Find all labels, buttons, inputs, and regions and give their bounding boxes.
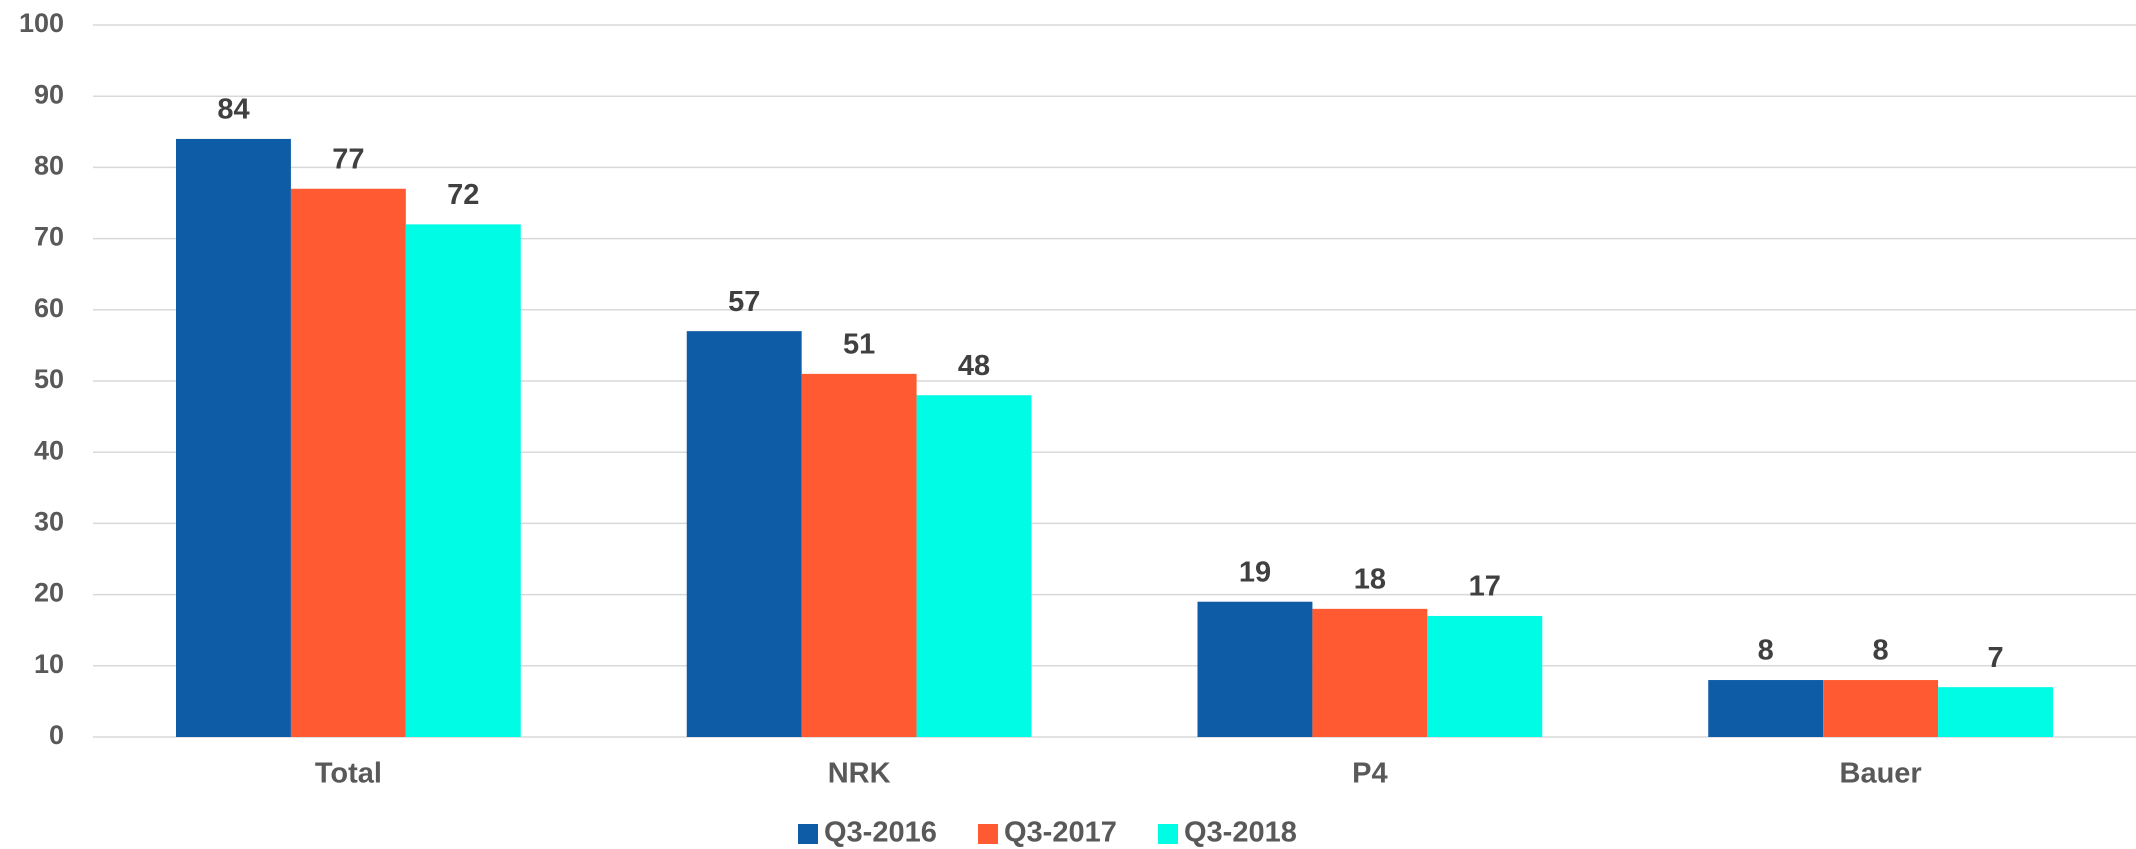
- data-label: 57: [728, 286, 760, 318]
- data-label: 8: [1873, 635, 1889, 667]
- data-label: 77: [332, 143, 364, 175]
- data-label: 7: [1987, 642, 2003, 674]
- bar: [1427, 615, 1543, 737]
- legend-label: Q3-2017: [1004, 817, 1117, 849]
- legend-label: Q3-2018: [1184, 817, 1297, 849]
- y-tick-label: 70: [34, 222, 64, 252]
- y-tick-label: 30: [34, 507, 64, 537]
- bar: [175, 138, 291, 738]
- y-tick-label: 10: [34, 649, 64, 679]
- x-tick-label: P4: [1352, 758, 1387, 790]
- legend-swatch: [1158, 824, 1178, 844]
- y-tick-label: 90: [34, 79, 64, 109]
- data-label: 48: [958, 350, 990, 382]
- data-label: 51: [843, 329, 875, 361]
- bar: [1938, 687, 2054, 737]
- legend-swatch: [798, 824, 818, 844]
- bar: [916, 395, 1032, 737]
- y-tick-label: 20: [34, 578, 64, 608]
- bar: [1312, 608, 1428, 737]
- x-tick-label: Total: [315, 758, 382, 790]
- bar: [290, 188, 406, 737]
- bar: [1708, 680, 1824, 737]
- y-tick-label: 80: [34, 151, 64, 181]
- data-label: 8: [1758, 635, 1774, 667]
- bar: [686, 331, 802, 737]
- legend-swatch: [978, 824, 998, 844]
- y-tick-label: 0: [49, 720, 64, 750]
- x-tick-label: Bauer: [1840, 758, 1922, 790]
- y-tick-label: 100: [19, 8, 64, 38]
- x-tick-label: NRK: [828, 758, 891, 790]
- y-tick-label: 40: [34, 435, 64, 465]
- bar: [1197, 601, 1313, 737]
- bar: [405, 224, 521, 738]
- bar: [1823, 680, 1939, 737]
- bar: [801, 373, 917, 737]
- data-label: 19: [1239, 556, 1271, 588]
- data-label: 72: [447, 179, 479, 211]
- data-label: 84: [217, 94, 249, 126]
- data-label: 18: [1354, 563, 1386, 595]
- data-label: 17: [1469, 571, 1501, 603]
- legend-label: Q3-2016: [824, 817, 937, 849]
- y-tick-label: 50: [34, 364, 64, 394]
- y-tick-label: 60: [34, 293, 64, 323]
